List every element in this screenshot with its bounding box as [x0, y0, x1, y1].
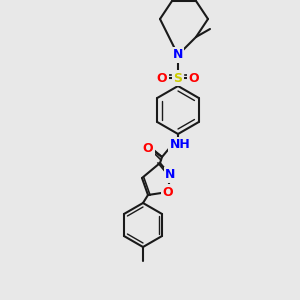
Text: NH: NH: [169, 139, 190, 152]
Text: O: O: [157, 71, 167, 85]
Text: N: N: [173, 49, 183, 62]
Text: O: O: [163, 185, 173, 199]
Text: S: S: [173, 71, 182, 85]
Text: N: N: [165, 169, 175, 182]
Text: O: O: [189, 71, 199, 85]
Text: O: O: [143, 142, 153, 154]
